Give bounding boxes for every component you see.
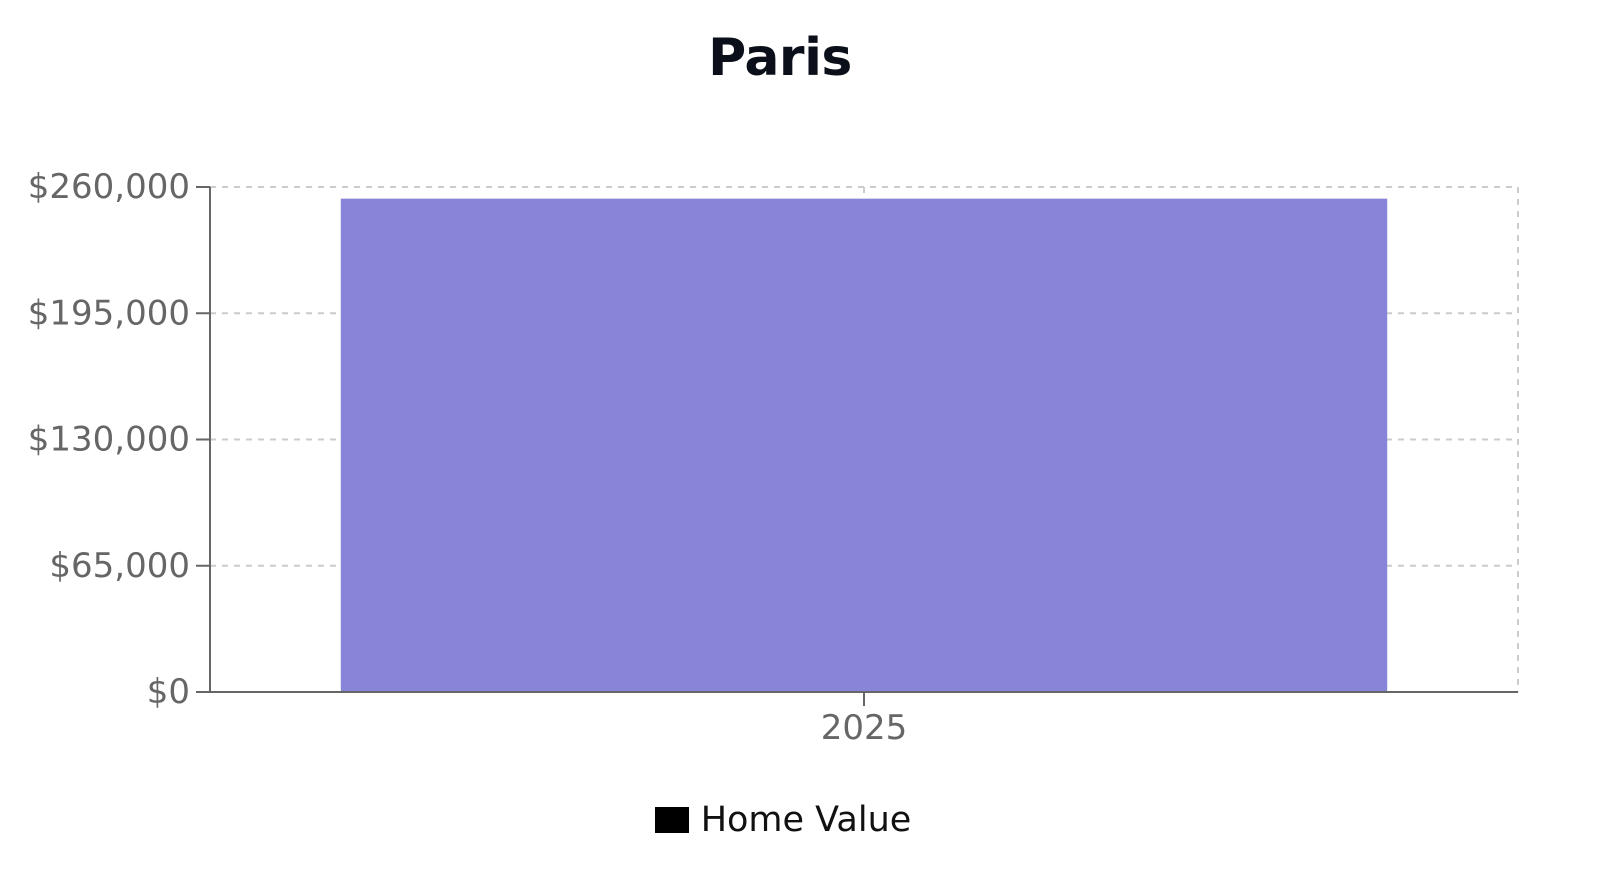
chart-title: Paris — [708, 28, 852, 88]
x-tick-label: 2025 — [821, 708, 908, 748]
legend-label-home-value: Home Value — [700, 800, 912, 840]
y-tick-label: $195,000 — [28, 293, 190, 333]
y-tick-label: $65,000 — [49, 546, 190, 586]
axes — [196, 186, 1518, 706]
bar-2025 — [340, 198, 1388, 692]
y-tick-label: $130,000 — [28, 420, 190, 460]
legend-swatch-home-value — [654, 807, 689, 833]
y-tick-label: $0 — [147, 672, 190, 712]
tick-labels: $0 $65,000 $130,000 $195,000 $260,000 2025 — [28, 167, 908, 748]
legend: Home Value — [0, 800, 1566, 840]
bars — [340, 198, 1388, 692]
y-tick-label: $260,000 — [28, 167, 190, 207]
